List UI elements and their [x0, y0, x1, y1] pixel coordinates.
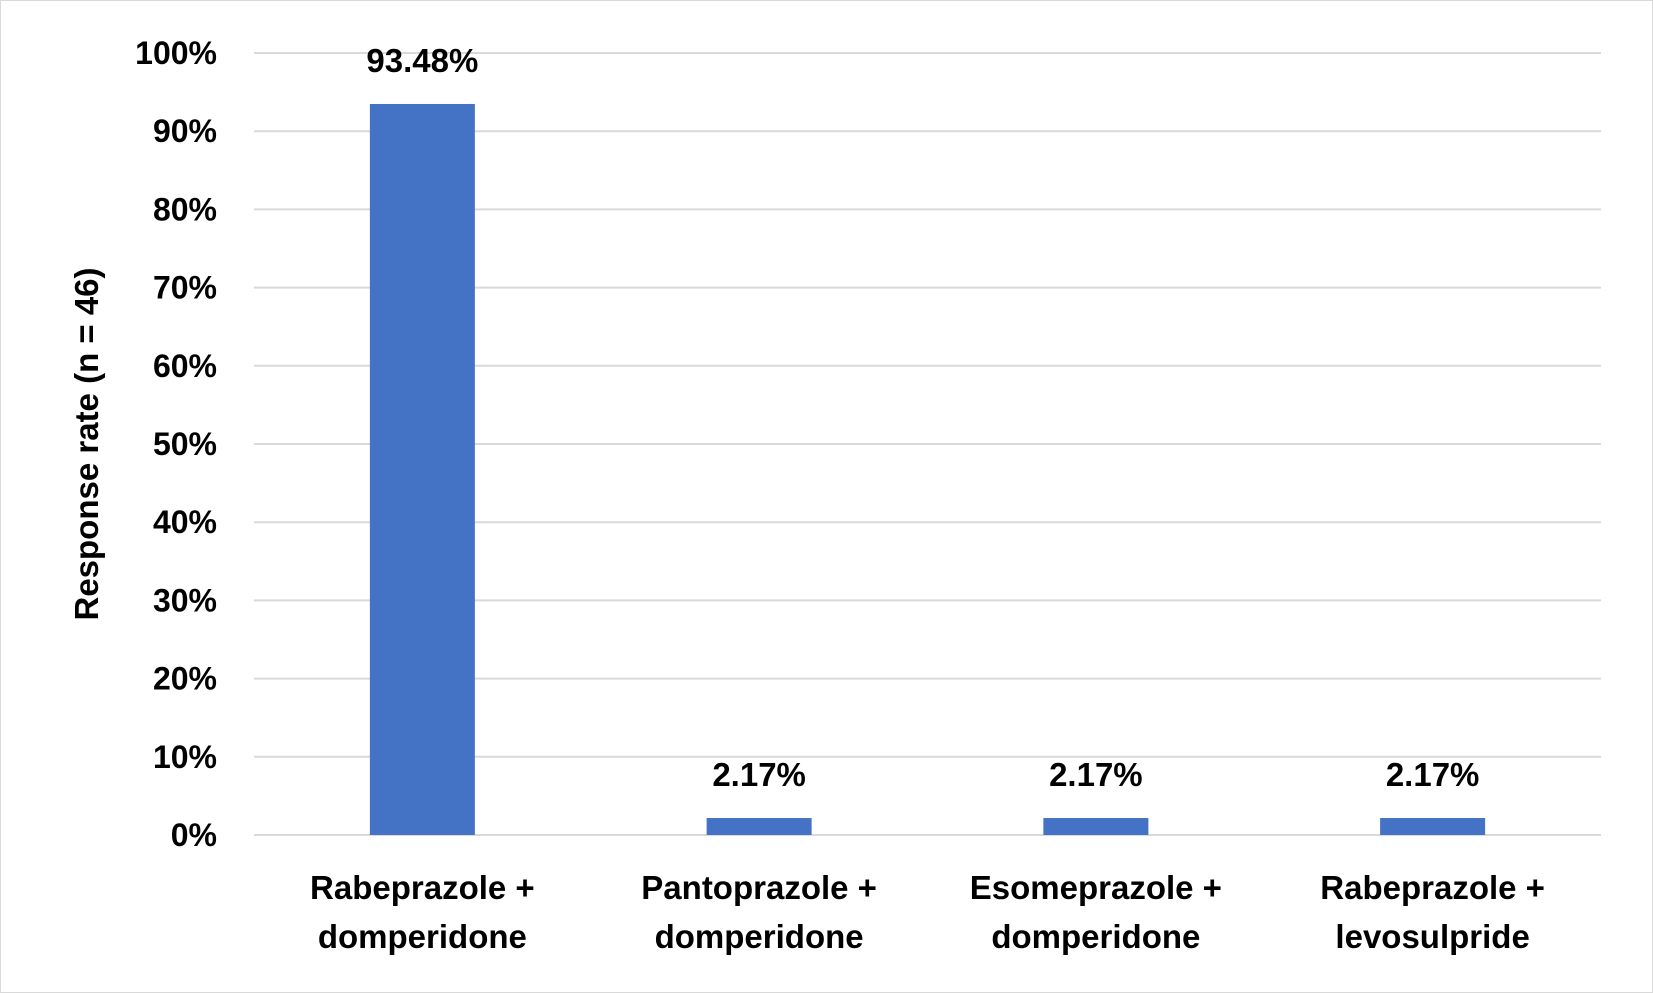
x-category-label-line: Rabeprazole +	[310, 869, 535, 906]
y-tick-label: 30%	[153, 582, 217, 618]
x-category-label-line: levosulpride	[1335, 918, 1529, 955]
data-label: 2.17%	[1049, 756, 1143, 793]
bar	[1043, 818, 1149, 835]
bar	[1380, 818, 1486, 835]
y-tick-label: 70%	[153, 270, 217, 306]
x-category-label-line: Rabeprazole +	[1320, 869, 1545, 906]
data-labels: 93.48% 2.17% 2.17% 2.17%	[366, 42, 1479, 793]
y-tick-label: 50%	[153, 426, 217, 462]
y-tick-label: 40%	[153, 504, 217, 540]
y-axis-title: Response rate (n = 46)	[68, 267, 105, 620]
x-category-label-line: domperidone	[318, 918, 527, 955]
y-tick-label: 60%	[153, 348, 217, 384]
y-tick-label: 80%	[153, 191, 217, 227]
bar	[706, 818, 812, 835]
y-tick-label: 10%	[153, 739, 217, 775]
data-label: 2.17%	[1386, 756, 1480, 793]
y-axis-ticks: 0% 10% 20% 30% 40% 50% 60% 70% 80% 90% 100%	[135, 35, 217, 853]
y-tick-label: 100%	[135, 35, 217, 71]
bar	[369, 103, 475, 836]
x-category-label-line: Pantoprazole +	[641, 869, 877, 906]
x-category-label-line: domperidone	[991, 918, 1200, 955]
x-category-label-line: Esomeprazole +	[970, 869, 1222, 906]
y-tick-label: 20%	[153, 661, 217, 697]
x-category-label: Rabeprazole + domperidone	[310, 869, 535, 955]
bars	[369, 103, 1486, 836]
x-category-label: Rabeprazole + levosulpride	[1320, 869, 1545, 955]
x-category-label-line: domperidone	[655, 918, 864, 955]
x-axis-categories: Rabeprazole + domperidone Pantoprazole + do…	[310, 869, 1545, 955]
x-category-label: Esomeprazole + domperidone	[970, 869, 1222, 955]
y-tick-label: 90%	[153, 113, 217, 149]
data-label: 93.48%	[366, 42, 478, 79]
data-label: 2.17%	[712, 756, 806, 793]
y-tick-label: 0%	[171, 817, 217, 853]
gridlines	[254, 52, 1601, 836]
x-category-label: Pantoprazole + domperidone	[641, 869, 877, 955]
